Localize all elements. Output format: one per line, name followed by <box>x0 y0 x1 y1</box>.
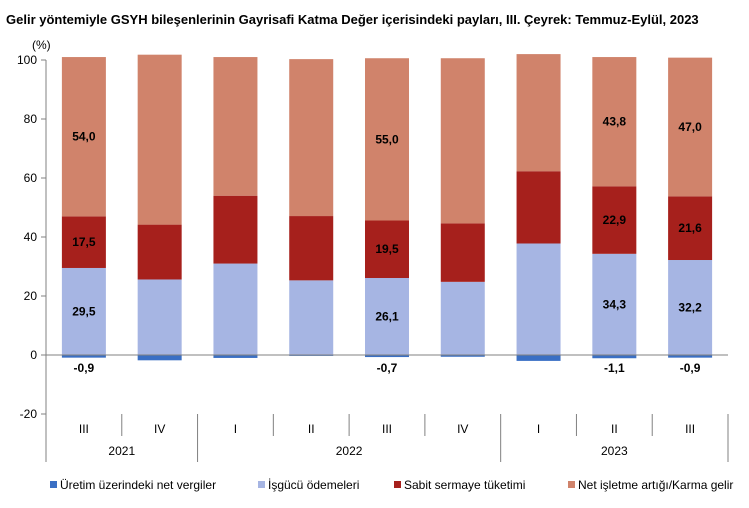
data-label-6: 34,3 <box>603 297 627 311</box>
bar-s1-c1 <box>137 279 182 355</box>
data-label-7: 32,2 <box>678 301 702 315</box>
data-label-3: -0,9 <box>680 361 701 375</box>
category-label-5: IV <box>457 422 468 436</box>
bar-s3-c0 <box>61 57 106 217</box>
bar-s0-c5 <box>440 355 485 357</box>
data-label-13: 55,0 <box>375 132 399 146</box>
category-label-8: III <box>685 422 695 436</box>
category-label-6: I <box>537 422 540 436</box>
data-labels-layer: -0,9 -0,7 -1,1 -0,9 29,5 26,1 34,3 32,2 17,5 19,5… <box>72 115 702 375</box>
bar-s3-c4 <box>365 58 409 221</box>
bar-s1-c3 <box>289 280 334 355</box>
data-label-2: -1,1 <box>604 361 625 375</box>
bar-s0-c8 <box>668 355 713 358</box>
legend-label-1: İşgücü ödemeleri <box>268 478 359 492</box>
bar-s3-c2 <box>213 57 258 196</box>
legend-label-0: Üretim üzerindeki net vergiler <box>60 478 216 492</box>
bar-s1-c2 <box>213 263 258 355</box>
legend-swatch-0 <box>50 481 57 488</box>
bar-s2-c5 <box>440 223 485 282</box>
y-tick-label-100: 100 <box>17 53 37 67</box>
bar-s2-c2 <box>213 195 258 264</box>
category-label-4: III <box>382 422 392 436</box>
data-label-10: 22,9 <box>603 213 627 227</box>
y-tick-label-60: 60 <box>24 171 38 185</box>
y-tick-label-0: 0 <box>30 348 37 362</box>
year-label-1: 2022 <box>336 444 363 458</box>
bar-s0-c7 <box>592 355 637 359</box>
bar-s0-c0 <box>61 355 106 358</box>
y-tick-label-80: 80 <box>24 112 38 126</box>
data-label-4: 29,5 <box>72 304 96 318</box>
data-label-14: 43,8 <box>603 115 627 129</box>
chart-title: Gelir yöntemiyle GSYH bileşenlerinin Gay… <box>6 12 699 27</box>
bar-s1-c0 <box>61 267 106 355</box>
year-label-0: 2021 <box>108 444 135 458</box>
bar-s1-c6 <box>516 243 561 355</box>
data-label-8: 17,5 <box>72 235 96 249</box>
bar-s0-c6 <box>516 355 561 361</box>
legend-swatch-3 <box>568 481 575 488</box>
bar-s2-c4 <box>365 220 409 279</box>
data-label-11: 21,6 <box>678 221 702 235</box>
legend-swatch-2 <box>394 481 401 488</box>
category-label-0: III <box>79 422 89 436</box>
bar-s1-c4 <box>365 278 409 355</box>
bar-s1-c5 <box>440 281 485 355</box>
bar-s2-c1 <box>137 224 182 280</box>
y-tick-label-20: 20 <box>24 289 38 303</box>
data-label-9: 19,5 <box>375 242 399 256</box>
data-label-12: 54,0 <box>72 130 96 144</box>
bar-s3-c1 <box>137 54 182 225</box>
legend-label-3: Net işletme artığı/Karma gelir <box>578 478 733 492</box>
legend-swatch-1 <box>258 481 265 488</box>
y-axis-unit: (%) <box>32 38 51 52</box>
data-label-1: -0,7 <box>377 361 398 375</box>
category-label-3: II <box>308 422 315 436</box>
data-label-5: 26,1 <box>375 310 399 324</box>
data-label-0: -0,9 <box>74 361 95 375</box>
bar-s1-c8 <box>668 260 713 355</box>
bar-s3-c3 <box>289 59 334 217</box>
year-label-2: 2023 <box>601 444 628 458</box>
data-label-15: 47,0 <box>678 120 702 134</box>
bar-s2-c8 <box>668 196 713 261</box>
legend: Üretim üzerindeki net vergiler İşgücü öde… <box>50 478 733 492</box>
bar-s0-c2 <box>213 355 258 358</box>
bar-s2-c7 <box>592 186 637 254</box>
category-label-1: IV <box>154 422 165 436</box>
legend-label-2: Sabit sermaye tüketimi <box>404 478 525 492</box>
category-label-7: II <box>611 422 618 436</box>
bar-s0-c4 <box>365 355 409 358</box>
y-tick-label-40: 40 <box>24 230 38 244</box>
y-tick-label--20: -20 <box>20 407 38 421</box>
bar-s2-c3 <box>289 216 334 281</box>
bar-s3-c6 <box>516 54 561 172</box>
bar-s0-c1 <box>137 355 182 361</box>
bar-s3-c5 <box>440 58 485 224</box>
bar-s1-c7 <box>592 253 637 355</box>
bar-s3-c8 <box>668 57 713 197</box>
bar-s2-c6 <box>516 171 561 244</box>
bar-s2-c0 <box>61 216 106 268</box>
bars-layer <box>61 54 713 361</box>
category-label-2: I <box>234 422 237 436</box>
bar-s3-c7 <box>592 57 637 187</box>
